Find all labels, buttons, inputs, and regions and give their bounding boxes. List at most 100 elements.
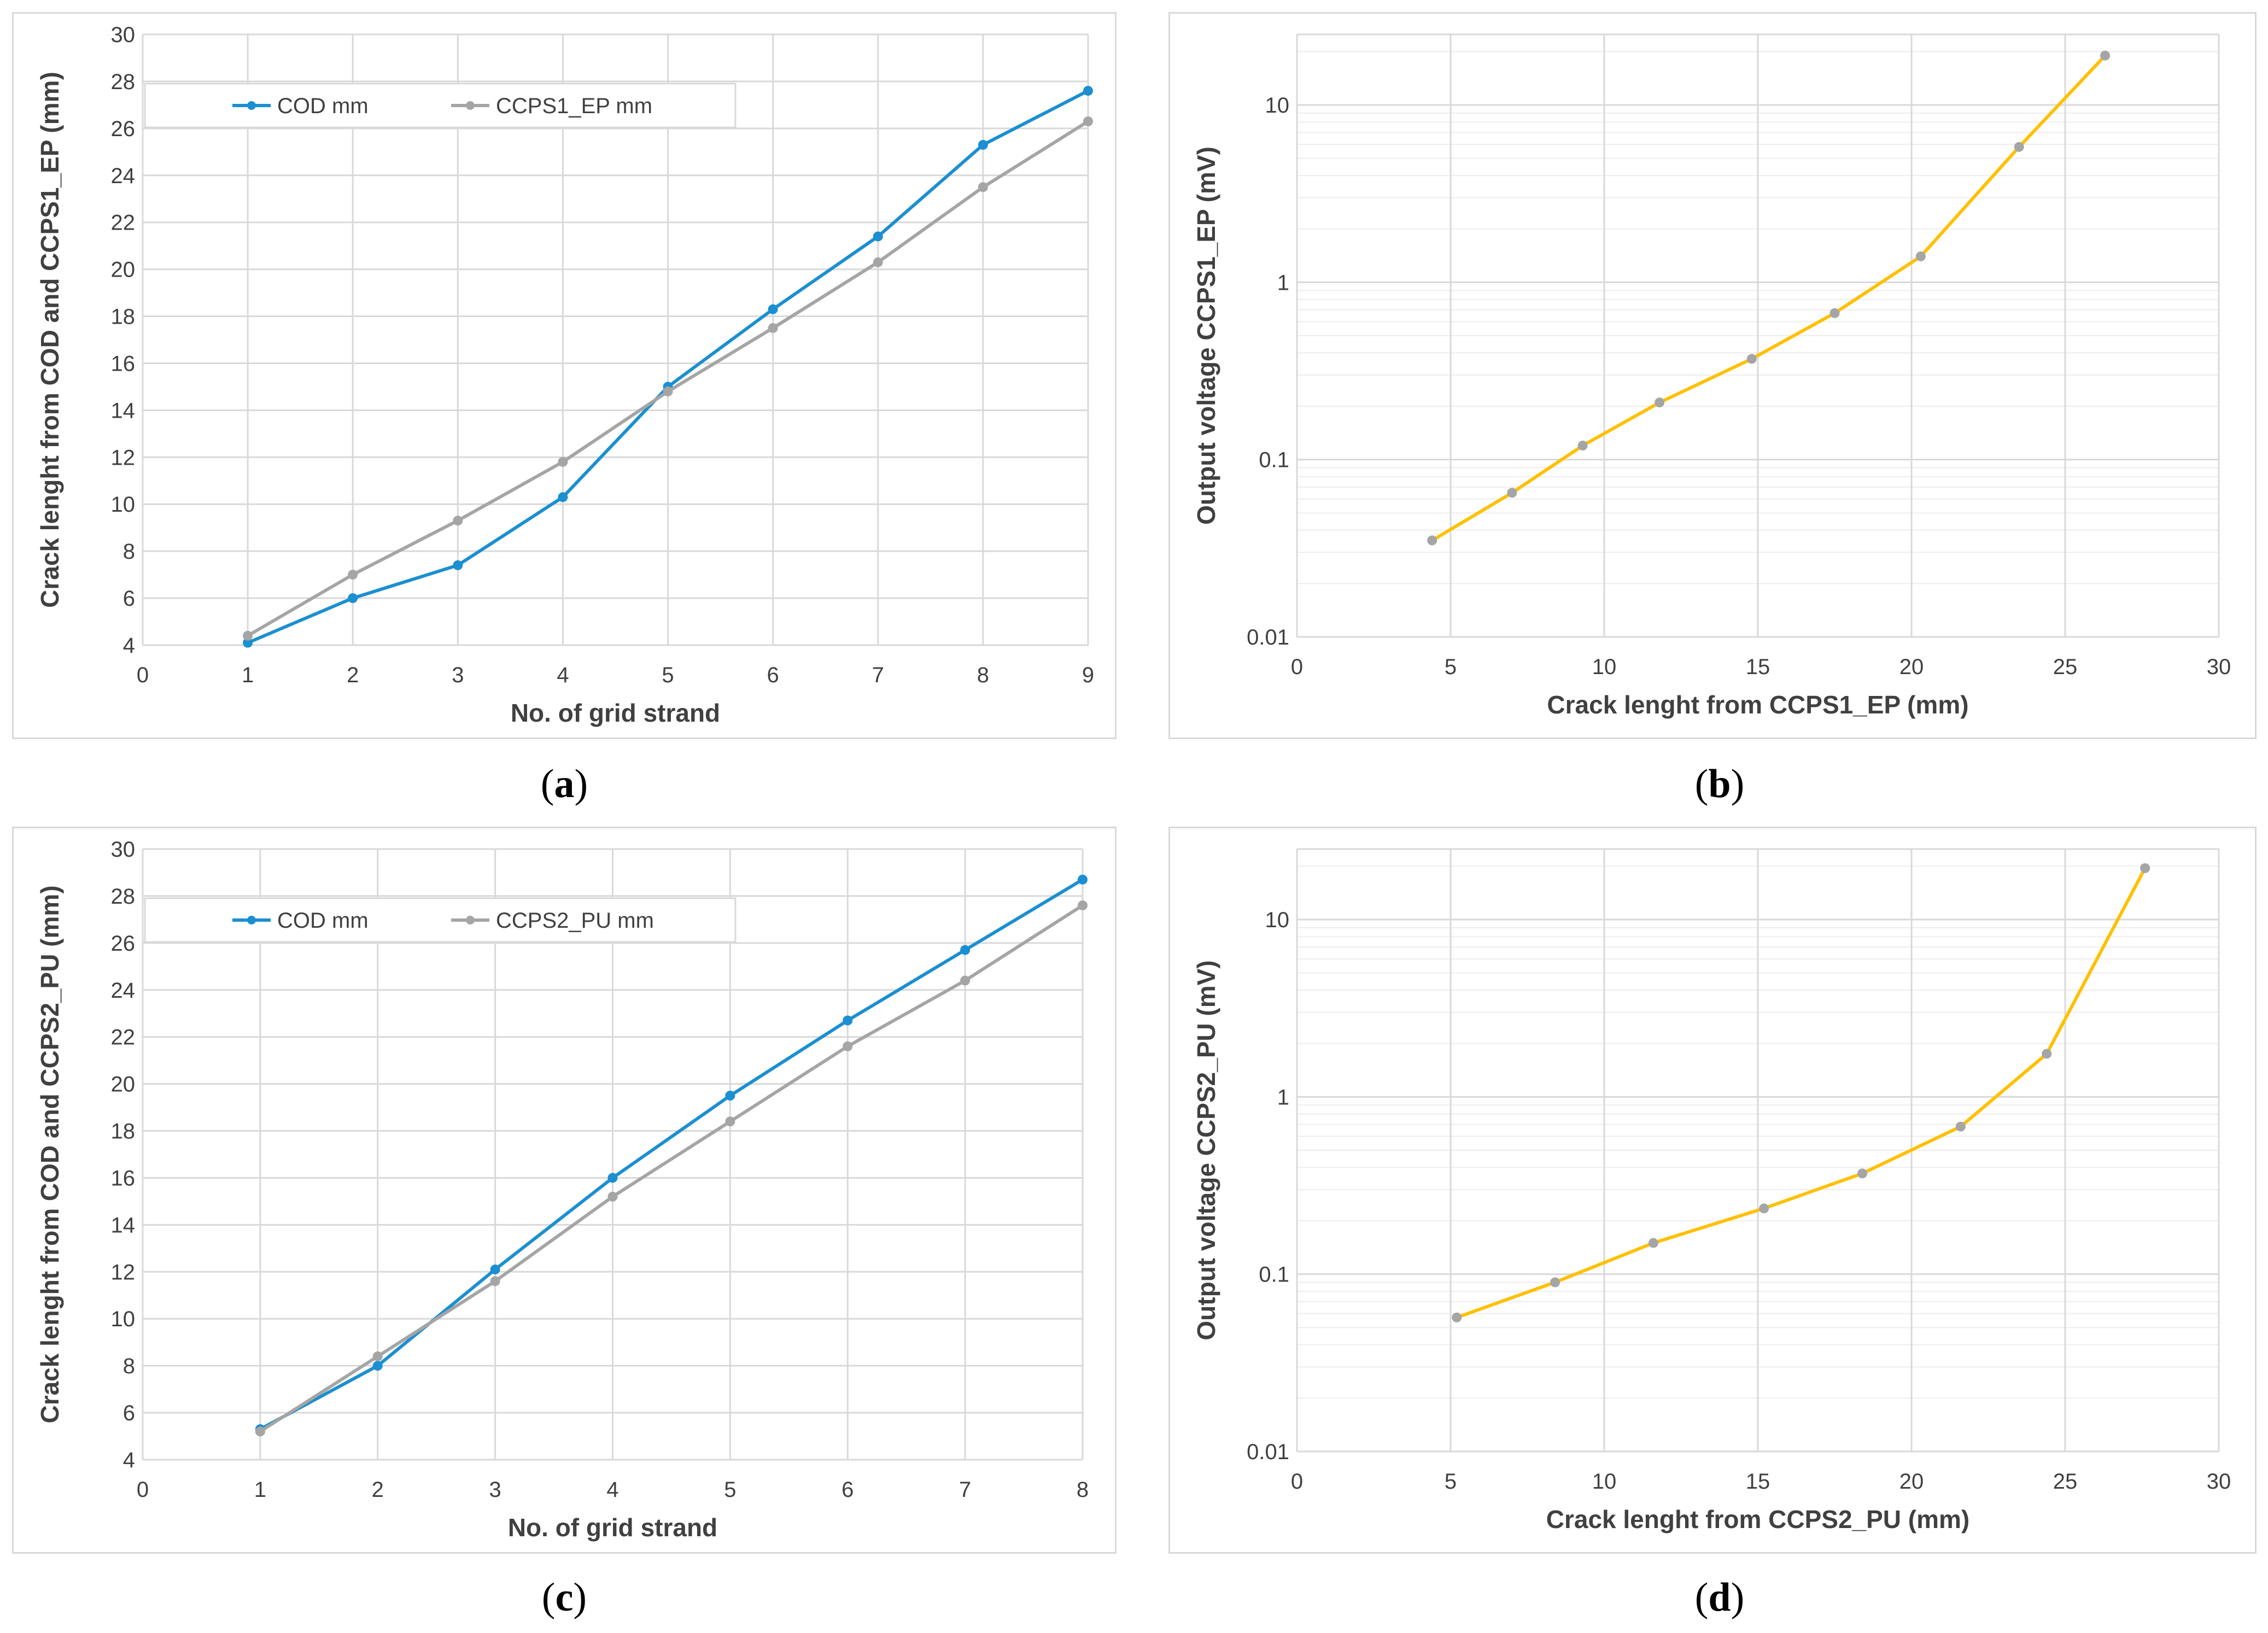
y-tick-label: 14 [111, 399, 136, 423]
y-tick-label: 16 [111, 1166, 136, 1190]
data-point [960, 945, 971, 955]
legend-label-1: CCPS1_EP mm [496, 94, 652, 118]
x-tick-label: 10 [1592, 1470, 1617, 1494]
x-tick-label: 0 [1291, 1470, 1303, 1494]
y-tick-label: 10 [1265, 93, 1290, 118]
x-axis-label: Crack lenght from CCPS1_EP (mm) [1547, 690, 1968, 719]
caption-b: (b) [1694, 762, 1745, 806]
y-tick-label: 20 [111, 258, 136, 282]
data-point [1078, 900, 1088, 911]
chart-d: 0 5 10 15 20 25 30 0.01 0.1 1 10 Crack lenght from … [1192, 848, 2231, 1534]
data-point [1759, 1203, 1769, 1214]
x-tick-label: 5 [1445, 1470, 1457, 1494]
legend-marker-1 [466, 101, 475, 110]
legend-label-0: COD mm [277, 94, 369, 118]
data-point [725, 1091, 735, 1101]
y-tick-label: 24 [111, 164, 136, 188]
x-tick-label: 5 [724, 1478, 736, 1502]
y-tick-label: 24 [111, 979, 136, 1003]
data-point [1083, 86, 1093, 96]
data-point [2014, 142, 2024, 152]
chart-panel-d: 0 5 10 15 20 25 30 0.01 0.1 1 10 Crack lenght from … [1168, 827, 2257, 1554]
y-tick-label: 16 [111, 352, 136, 376]
data-point [663, 387, 673, 397]
data-point [978, 139, 988, 150]
data-point [978, 182, 988, 192]
data-point [2100, 50, 2111, 61]
data-point [1507, 488, 1517, 498]
y-axis-label: Crack lenght from COD and CCPS2_PU (mm) [36, 885, 64, 1423]
series-line-0 [1456, 867, 2147, 1319]
chart-panel-a: 0 1 2 3 4 5 6 7 8 9 4 6 8 10 12 14 16 18 20 22 24 26 28 30 No. o… [12, 12, 1117, 739]
x-tick-label: 0 [137, 663, 149, 687]
y-tick-label: 28 [111, 70, 136, 94]
x-tick-label: 3 [452, 663, 464, 687]
data-point [1829, 308, 1840, 318]
y-tick-label: 4 [123, 1448, 135, 1472]
y-tick-label: 10 [111, 493, 136, 517]
y-tick-label: 12 [111, 1260, 136, 1284]
y-tick-label: 6 [123, 1401, 135, 1425]
chart-b: 0 5 10 15 20 25 30 0.01 0.1 1 10 Crack lenght from … [1192, 33, 2231, 719]
x-axis-label: Crack lenght from CCPS2_PU (mm) [1546, 1505, 1970, 1534]
legend-marker-1 [466, 916, 475, 924]
data-point [372, 1361, 383, 1371]
x-tick-label: 1 [242, 663, 254, 687]
x-tick-label: 1 [254, 1478, 266, 1502]
data-point [768, 323, 778, 333]
caption-a: (a) [540, 762, 588, 806]
x-axis-label: No. of grid strand [508, 1513, 717, 1542]
data-point [843, 1041, 853, 1051]
y-tick-label: 30 [111, 23, 136, 47]
x-tick-label: 4 [606, 1478, 618, 1502]
y-tick-label: 18 [111, 1120, 136, 1144]
series-line-1 [259, 904, 1084, 1433]
data-point [243, 637, 253, 648]
chart-panel-b: 0 5 10 15 20 25 30 0.01 0.1 1 10 Crack lenght from … [1168, 12, 2257, 739]
x-tick-label: 15 [1746, 655, 1770, 679]
y-tick-label: 22 [111, 211, 136, 235]
x-tick-label: 5 [662, 663, 674, 687]
caption-d: (d) [1694, 1575, 1745, 1620]
x-tick-label: 2 [372, 1478, 384, 1502]
y-tick-label: 10 [1265, 908, 1290, 932]
data-point [873, 257, 883, 267]
data-point [490, 1265, 500, 1275]
data-point [348, 593, 358, 604]
y-axis-label: Crack lenght from COD and CCPS1_EP (mm) [36, 72, 64, 608]
data-point [1648, 1238, 1658, 1248]
x-tick-label: 30 [2207, 1470, 2231, 1494]
x-axis-label: No. of grid strand [511, 699, 720, 727]
x-tick-label: 0 [137, 1478, 149, 1502]
data-point [453, 516, 463, 526]
data-point [243, 630, 253, 641]
data-point [1857, 1168, 1868, 1179]
data-point [255, 1426, 265, 1437]
data-point [960, 975, 971, 986]
legend-label-0: COD mm [277, 909, 369, 933]
y-tick-label: 8 [123, 1354, 135, 1378]
data-point [1083, 116, 1093, 126]
y-tick-label: 4 [123, 634, 135, 658]
x-tick-label: 4 [557, 663, 569, 687]
y-tick-label: 0.1 [1259, 1263, 1289, 1287]
data-point [372, 1351, 383, 1361]
data-point [2042, 1049, 2052, 1059]
y-tick-label: 28 [111, 885, 136, 909]
x-tick-label: 8 [1077, 1478, 1089, 1502]
data-point [843, 1015, 853, 1026]
data-point [1915, 251, 1926, 261]
data-point [1078, 874, 1088, 885]
y-tick-label: 14 [111, 1213, 136, 1237]
data-point [1955, 1121, 1966, 1132]
legend-marker-0 [247, 101, 256, 110]
x-tick-label: 3 [489, 1478, 501, 1502]
data-point [1746, 354, 1757, 364]
y-tick-label: 8 [123, 540, 135, 564]
x-tick-label: 25 [2053, 1470, 2078, 1494]
x-tick-label: 30 [2207, 655, 2231, 679]
data-point [1577, 441, 1588, 451]
y-tick-label: 18 [111, 305, 136, 329]
